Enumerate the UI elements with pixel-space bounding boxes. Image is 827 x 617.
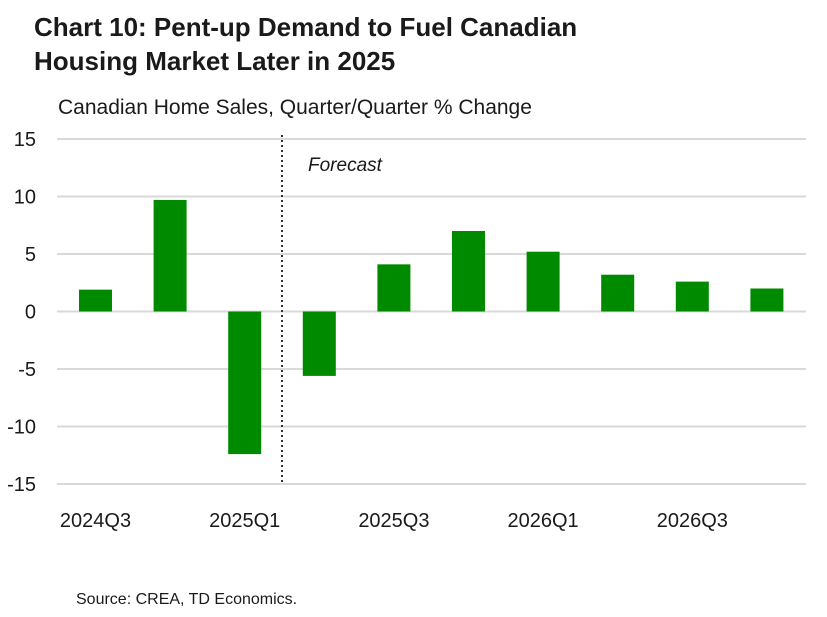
chart-title: Chart 10: Pent-up Demand to Fuel Canadia… bbox=[34, 10, 734, 78]
x-tick-label: 2025Q1 bbox=[209, 510, 280, 532]
chart-subtitle: Canadian Home Sales, Quarter/Quarter % C… bbox=[58, 96, 532, 119]
forecast-label: Forecast bbox=[308, 155, 383, 176]
bar-2024Q4 bbox=[153, 199, 187, 312]
bar-2026Q1 bbox=[526, 251, 560, 312]
y-tick-label: -5 bbox=[18, 359, 36, 381]
y-tick-label: 0 bbox=[25, 302, 36, 324]
bar-2025Q4 bbox=[452, 231, 485, 312]
y-tick-label: 15 bbox=[14, 129, 36, 151]
x-tick-label: 2026Q1 bbox=[508, 510, 579, 532]
bar-2025Q1 bbox=[228, 311, 262, 455]
bar-series bbox=[79, 199, 784, 455]
y-tick-label: 10 bbox=[14, 187, 36, 209]
bar-2026Q2 bbox=[601, 274, 635, 312]
chart-title-line-1: Chart 10: Pent-up Demand to Fuel Canadia… bbox=[34, 12, 578, 42]
bar-2025Q3 bbox=[377, 264, 411, 312]
y-tick-label: 5 bbox=[25, 244, 36, 266]
chart-title-line-2: Housing Market Later in 2025 bbox=[34, 46, 396, 76]
x-axis-tick-labels: 2024Q3 2025Q1 2025Q3 2026Q1 2026Q3 bbox=[60, 510, 728, 532]
bar-2026Q4 bbox=[750, 288, 784, 312]
y-tick-label: -15 bbox=[7, 474, 36, 496]
forecast-divider-group: Forecast bbox=[281, 135, 383, 484]
y-axis-tick-labels: 15 10 5 0 -5 -10 -15 bbox=[7, 129, 36, 496]
bar-2024Q3 bbox=[79, 289, 112, 312]
x-tick-label: 2026Q3 bbox=[657, 510, 728, 532]
y-tick-label: -10 bbox=[7, 417, 36, 439]
source-note: Source: CREA, TD Economics. bbox=[76, 591, 298, 608]
x-tick-label: 2025Q3 bbox=[358, 510, 429, 532]
x-tick-label: 2024Q3 bbox=[60, 510, 131, 532]
bar-2026Q3 bbox=[675, 281, 709, 312]
bar-2025Q2 bbox=[302, 311, 336, 376]
